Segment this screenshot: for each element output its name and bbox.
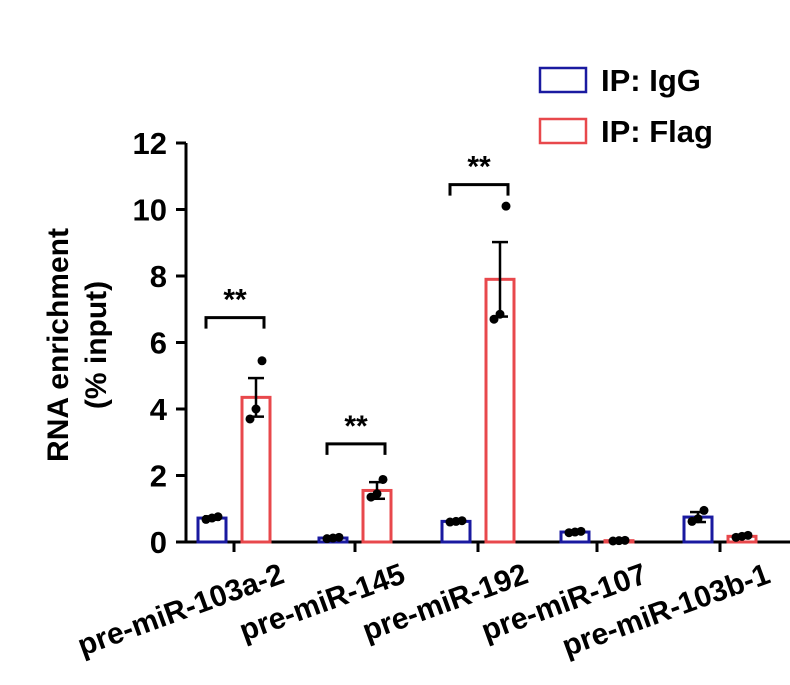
legend-swatch-flag (538, 117, 588, 145)
bars (196, 201, 758, 552)
legend-label-igg: IP: IgG (601, 63, 701, 98)
data-point (620, 535, 630, 545)
significance-label: ** (223, 284, 247, 317)
significance-label: ** (344, 410, 368, 443)
significance-bracket (204, 316, 266, 329)
data-point (576, 526, 586, 536)
y-tick-label: 4 (150, 392, 168, 427)
data-point (372, 489, 382, 499)
y-axis-title-line2: (% input) (80, 281, 113, 409)
significance-bracket (448, 183, 510, 196)
data-point (378, 474, 388, 484)
y-tick-label: 0 (150, 525, 167, 560)
y-tick-label: 2 (150, 459, 167, 494)
legend: IP: IgG IP: Flag (538, 63, 713, 149)
data-point (251, 404, 261, 414)
data-point (213, 512, 223, 522)
y-tick-label: 12 (133, 126, 167, 161)
data-point (501, 201, 511, 211)
data-point (245, 414, 255, 424)
significance-markers: ** ** ** (204, 151, 510, 455)
legend-label-flag: IP: Flag (601, 114, 713, 149)
data-point (693, 514, 703, 524)
legend-swatch-igg (538, 66, 588, 94)
data-point (699, 505, 709, 515)
data-point (334, 532, 344, 542)
significance-bracket (325, 442, 387, 455)
x-axis-labels: pre-miR-103a-2pre-miR-145pre-miR-192pre-… (73, 558, 774, 664)
y-tick-label: 8 (150, 259, 167, 294)
significance-label: ** (467, 151, 491, 184)
y-axis-ticks: 0 2 4 6 8 10 12 (133, 126, 186, 560)
y-tick-label: 10 (133, 193, 167, 228)
y-tick-label: 6 (150, 326, 167, 361)
data-point (743, 530, 753, 540)
data-point (457, 516, 467, 526)
y-axis-title-line1: RNA enrichment (42, 228, 75, 462)
y-axis-title: RNA enrichment (% input) (42, 228, 113, 462)
data-point (495, 309, 505, 319)
data-point (489, 314, 499, 324)
data-point (257, 356, 267, 366)
